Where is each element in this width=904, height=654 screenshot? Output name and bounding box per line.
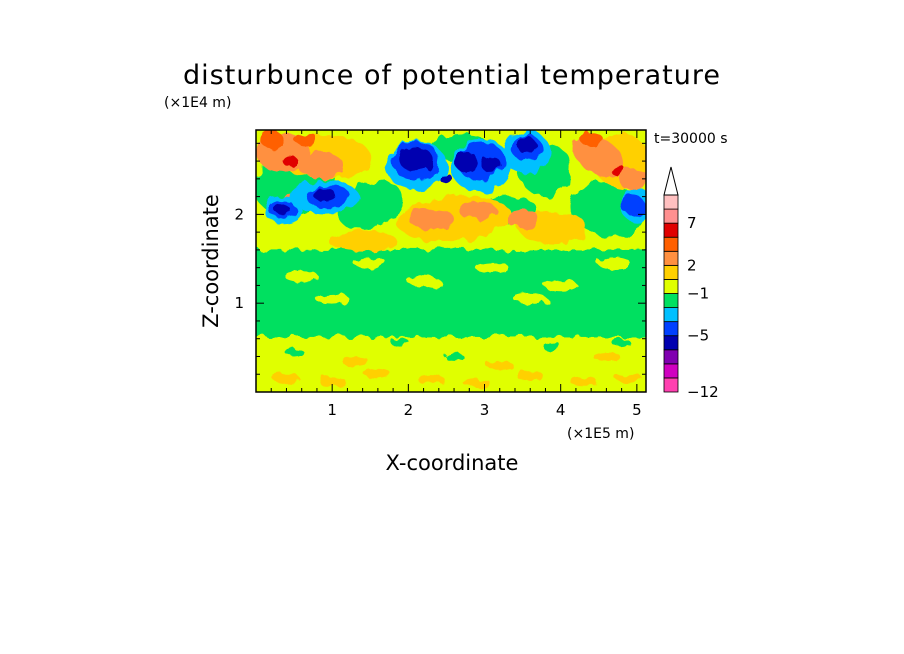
x-axis-label: X-coordinate <box>386 451 519 475</box>
field-cell <box>297 152 344 179</box>
field-cell <box>417 375 445 385</box>
field-cell <box>574 136 624 177</box>
colorbar-swatch <box>663 321 679 337</box>
colorbar-swatch <box>663 279 679 294</box>
field-cell <box>463 378 491 388</box>
colorbar-label: 7 <box>687 214 697 232</box>
field-cell <box>610 164 626 176</box>
colorbar-swatch <box>663 236 679 252</box>
field-cell <box>259 130 283 148</box>
colorbar-swatch <box>663 194 679 210</box>
field-cell <box>615 374 643 384</box>
field-cell <box>612 338 631 348</box>
field-cell <box>282 155 298 167</box>
colorbar-label: 2 <box>687 256 697 274</box>
x-scale-label: (×1E5 m) <box>567 426 634 442</box>
field-cell <box>517 136 536 154</box>
x-tick-label: 5 <box>632 401 642 419</box>
x-tick-label: 2 <box>404 401 414 419</box>
field-cell <box>408 208 455 230</box>
colorbar-swatch <box>663 349 679 365</box>
colorbar-label: −5 <box>687 327 709 345</box>
colorbar-swatch <box>663 250 679 266</box>
field-cell <box>328 230 397 252</box>
field-cell <box>284 271 319 282</box>
x-axis: 1 2 3 4 5 <box>270 130 642 419</box>
field-cell <box>621 194 645 217</box>
x-tick-label: 3 <box>480 401 490 419</box>
x-tick-label: 4 <box>556 401 566 419</box>
time-label: t=30000 s <box>654 131 728 147</box>
field-cell <box>579 131 603 146</box>
colorbar-swatch <box>663 208 679 224</box>
field-cell <box>313 188 336 202</box>
field-cell <box>318 376 346 386</box>
field-cell <box>444 352 464 361</box>
field-cell <box>505 209 540 228</box>
field-cell <box>440 173 453 185</box>
field-cell <box>457 201 496 219</box>
field-cell <box>482 156 502 175</box>
heatmap-field <box>256 130 646 392</box>
colorbar-swatch <box>663 264 679 280</box>
colorbar-label: −12 <box>687 383 719 401</box>
y-scale-label: (×1E4 m) <box>164 95 231 111</box>
field-cell <box>341 356 369 366</box>
colorbar: −12−5−127 <box>663 166 719 401</box>
colorbar-label: −1 <box>687 285 709 303</box>
field-cell <box>353 257 388 269</box>
field-cell <box>543 280 578 291</box>
field-cell <box>272 374 301 384</box>
field-cell <box>284 347 304 357</box>
colorbar-swatch <box>663 293 679 308</box>
field-cell <box>406 275 441 287</box>
field-band <box>256 239 646 337</box>
field-cell <box>454 150 477 172</box>
y-tick-label: 1 <box>234 294 244 312</box>
field-cell <box>275 204 291 216</box>
field-cell <box>617 168 646 190</box>
field-cell <box>513 293 547 305</box>
colorbar-swatch <box>663 222 679 238</box>
y-tick-label: 2 <box>234 205 244 223</box>
field-cell <box>364 369 392 379</box>
field-cell <box>543 343 563 353</box>
colorbar-swatch <box>663 335 679 351</box>
field-cell <box>592 352 621 361</box>
y-axis: 12 <box>234 142 646 375</box>
colorbar-extend-arrow <box>663 166 679 196</box>
field-cell <box>315 293 349 305</box>
field-cell <box>391 338 410 348</box>
field-cell <box>294 131 317 146</box>
field-cell <box>569 376 598 386</box>
y-axis-label: Z-coordinate <box>199 194 223 328</box>
chart-title: disturbunce of potential temperature <box>183 60 721 91</box>
field-cell <box>399 146 433 172</box>
plot-frame <box>255 129 647 393</box>
field-cell <box>597 257 631 269</box>
colorbar-swatch <box>663 363 679 379</box>
colorbar-swatch <box>663 307 679 323</box>
field-cell <box>486 360 514 370</box>
field-cell <box>516 371 544 381</box>
x-tick-label: 1 <box>327 401 337 419</box>
colorbar-swatch <box>663 377 679 393</box>
field-cell <box>475 262 509 273</box>
